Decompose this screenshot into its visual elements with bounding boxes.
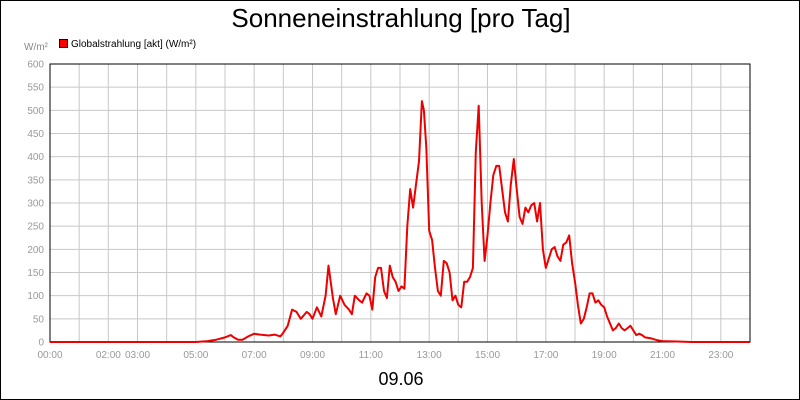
- x-tick-label: 11:00: [359, 350, 384, 361]
- y-tick-label: 250: [27, 222, 44, 233]
- y-tick-label: 150: [27, 268, 44, 279]
- y-tick-label: 350: [27, 175, 44, 186]
- y-tick-label: 100: [27, 291, 44, 302]
- x-tick-label: 19:00: [592, 350, 617, 361]
- plot-border: [49, 63, 751, 343]
- x-tick-label: 05:00: [183, 350, 208, 361]
- y-tick-label: 500: [27, 106, 44, 117]
- series-line: [50, 100, 750, 343]
- y-tick-label: 0: [38, 338, 44, 349]
- chart-title: Sonneneinstrahlung [pro Tag]: [231, 3, 571, 33]
- x-tick-label: 07:00: [242, 350, 267, 361]
- legend-swatch: [59, 39, 68, 48]
- y-tick-label: 450: [27, 129, 44, 140]
- y-axis-unit: W/m²: [24, 42, 48, 53]
- y-tick-label: 600: [27, 60, 44, 71]
- y-tick-label: 550: [27, 83, 44, 94]
- x-tick-label: 13:00: [417, 350, 442, 361]
- x-tick-label: 00:00: [37, 350, 62, 361]
- x-tick-label: 21:00: [650, 350, 675, 361]
- y-tick-label: 400: [27, 152, 44, 163]
- legend: Globalstrahlung [akt] (W/m²): [59, 39, 196, 50]
- x-tick-label: 02:00: [96, 350, 121, 361]
- x-tick-label: 03:00: [125, 350, 150, 361]
- x-tick-label: 09:00: [300, 350, 325, 361]
- x-axis-date-label: 09.06: [378, 369, 424, 389]
- x-tick-label: 17:00: [533, 350, 558, 361]
- x-tick-label: 15:00: [475, 350, 500, 361]
- legend-label: Globalstrahlung [akt] (W/m²): [71, 39, 197, 50]
- x-tick-label: 23:00: [708, 350, 733, 361]
- y-tick-label: 200: [27, 245, 44, 256]
- y-tick-label: 300: [27, 199, 44, 210]
- y-tick-label: 50: [33, 314, 45, 325]
